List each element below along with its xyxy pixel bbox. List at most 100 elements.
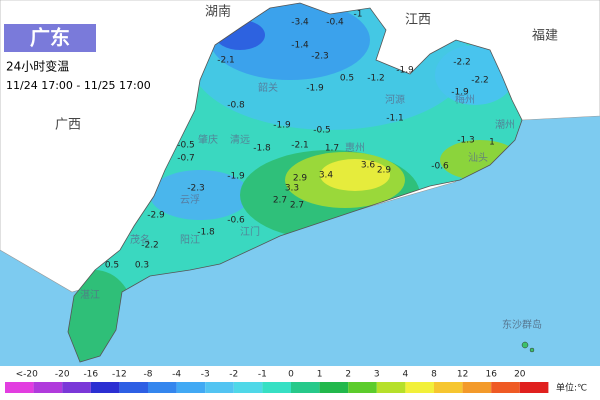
legend-swatch [491, 382, 520, 393]
legend-label: 12 [457, 370, 468, 380]
legend-label: -3 [201, 370, 210, 380]
neighbor-label: 福建 [532, 29, 558, 44]
station-value: 1.7 [325, 144, 339, 154]
station-value: -2.3 [187, 184, 205, 194]
station-value: -3.4 [291, 18, 309, 28]
station-value: 3.3 [285, 184, 299, 194]
legend-label: 0 [288, 370, 294, 380]
neighbor-label: 江西 [405, 13, 431, 28]
station-value: -2.2 [453, 58, 471, 68]
legend-label: -12 [112, 370, 127, 380]
legend-label: 20 [514, 370, 526, 380]
province-border [67, 2, 523, 363]
city-label: 汕头 [468, 152, 488, 164]
neighbor-label: 广西 [55, 118, 81, 133]
station-value: 0.5 [105, 261, 119, 271]
station-value: -0.8 [227, 101, 245, 111]
station-value: -2.1 [291, 141, 309, 151]
legend-label: 3 [374, 370, 380, 380]
city-label: 云浮 [180, 194, 200, 206]
city-label: 肇庆 [198, 133, 218, 146]
city-label: 江门 [240, 225, 260, 238]
legend-label: <-20 [16, 370, 39, 380]
station-value: 2.7 [290, 201, 304, 211]
city-label: 清远 [230, 133, 250, 146]
legend-swatch [405, 382, 434, 393]
city-label: 韶关 [258, 81, 278, 94]
station-value: 0.5 [340, 74, 354, 84]
title-box [4, 24, 96, 52]
legend-label: -4 [172, 370, 181, 380]
legend-swatch [148, 382, 177, 393]
legend-swatch [176, 382, 206, 393]
station-value: 3.4 [319, 171, 334, 181]
subtitle: 24小时变温 [6, 59, 69, 74]
legend-label: 16 [485, 370, 497, 380]
station-value: 2.7 [273, 196, 287, 206]
legend-swatch [205, 382, 234, 393]
city-label: 河源 [385, 93, 405, 106]
legend-swatch [5, 382, 34, 393]
time-range: 11/24 17:00 - 11/25 17:00 [6, 79, 151, 92]
station-value: -1.2 [367, 74, 385, 84]
station-value: -0.5 [313, 126, 331, 136]
city-label: 湛江 [80, 289, 100, 301]
station-value: -1.8 [253, 144, 271, 154]
station-value: -2.2 [471, 76, 489, 86]
legend-label: 2 [345, 370, 351, 380]
legend-label: 1 [317, 370, 323, 380]
station-value: -1 [354, 10, 363, 20]
city-label: 茂名 [130, 233, 150, 246]
station-value: -0.7 [177, 154, 195, 164]
station-value: 2.9 [377, 166, 392, 176]
legend-swatch [376, 382, 406, 393]
legend-swatch [262, 382, 291, 393]
station-value: -2.1 [217, 56, 235, 66]
station-value: -0.6 [227, 216, 245, 226]
legend-label: -16 [83, 370, 98, 380]
legend-swatch [434, 382, 463, 393]
legend-swatch [291, 382, 320, 393]
island [521, 341, 529, 349]
legend-swatch [348, 382, 377, 393]
station-value: -2.9 [147, 211, 165, 221]
station-value: -1.9 [273, 121, 291, 131]
legend-swatch [62, 382, 91, 393]
station-value: 1 [489, 138, 495, 148]
legend-unit: 单位:℃ [556, 382, 587, 394]
station-value: 3.6 [361, 161, 376, 171]
legend-label: -2 [229, 370, 238, 380]
city-label: 惠州 [345, 141, 365, 154]
station-value: -1.9 [396, 66, 414, 76]
island [529, 347, 535, 353]
legend-swatch [319, 382, 349, 393]
island-label: 东沙群岛 [502, 318, 542, 331]
legend-label: -1 [258, 370, 267, 380]
station-value: 2.9 [293, 174, 308, 184]
city-label: 阳江 [180, 234, 200, 246]
legend-label: -8 [144, 370, 153, 380]
station-value: -1.3 [457, 136, 475, 146]
station-value: -2.3 [311, 52, 329, 62]
city-label: 梅州 [455, 93, 475, 106]
legend-swatch [233, 382, 263, 393]
station-value: -1.9 [227, 172, 245, 182]
station-value: 0.3 [135, 261, 149, 271]
title: 广东 [30, 26, 70, 50]
station-value: -0.5 [177, 141, 195, 151]
station-value: -1.9 [306, 84, 324, 94]
legend-swatch [119, 382, 148, 393]
legend-label: 8 [431, 370, 437, 380]
station-value: -1.8 [197, 228, 215, 238]
station-value: -2.2 [141, 241, 159, 251]
neighbor-label: 湖南 [205, 4, 231, 20]
station-value: -1.9 [451, 88, 469, 98]
city-label: 潮州 [495, 118, 515, 131]
legend-label: 4 [403, 370, 409, 380]
legend-swatch [462, 382, 492, 393]
legend-swatch [33, 382, 63, 393]
station-value: -1.1 [386, 114, 404, 124]
station-value: -0.4 [326, 18, 344, 28]
legend-swatch [90, 382, 120, 393]
